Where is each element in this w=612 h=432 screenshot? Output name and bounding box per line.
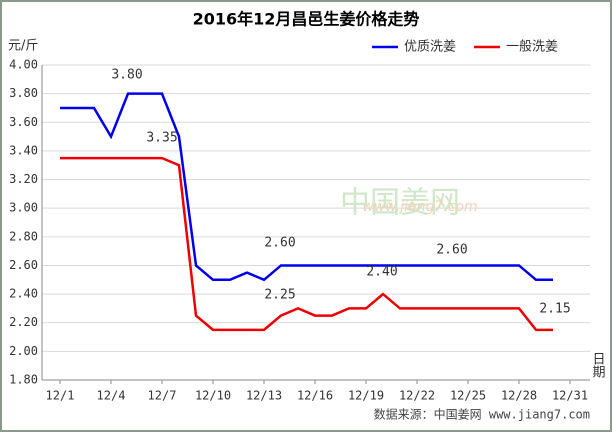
watermark-url: www.jiang7.com [362,199,477,215]
y-tick-label: 2.20 [9,315,38,329]
y-tick-label: 3.20 [9,172,38,186]
x-tick-label: 12/1 [46,389,75,403]
source: 数据来源：中国姜网 www.jiang7.com [374,407,590,422]
watermark: 中国姜网 [340,186,460,221]
annotation: 2.15 [539,302,570,317]
y-axis-label: 元/斤 [8,39,38,54]
legend-label: 一般洗姜 [506,39,558,55]
y-tick-label: 2.00 [9,344,38,358]
x-tick-label: 12/4 [97,389,126,403]
y-tick-label: 3.40 [9,143,38,157]
annotation: 2.25 [264,288,295,303]
x-axis-label: 日期 [590,352,606,379]
annotation: 2.60 [264,236,295,251]
x-tick-label: 12/25 [450,389,486,403]
x-tick-label: 12/28 [501,389,537,403]
chart-title: 2016年12月昌邑生姜价格走势 [193,10,420,29]
y-tick-label: 3.00 [9,201,38,215]
annotation: 2.60 [436,243,467,258]
x-tick-label: 12/13 [246,389,282,403]
y-tick-label: 2.80 [9,229,38,243]
series-line [60,156,553,332]
y-tick-label: 2.40 [9,287,38,301]
x-tick-label: 12/19 [348,389,384,403]
annotation: 3.35 [146,131,177,146]
x-tick-label: 12/7 [148,389,177,403]
annotation: 3.80 [111,68,142,83]
y-tick-label: 1.80 [9,373,38,387]
y-tick-label: 2.60 [9,258,38,272]
x-tick-label: 12/22 [399,389,435,403]
series-line [60,92,553,282]
x-tick-label: 12/31 [552,389,588,403]
y-tick-label: 3.80 [9,86,38,100]
annotation: 2.40 [366,265,397,280]
legend-label: 优质洗姜 [404,40,456,55]
y-tick-label: 4.00 [9,58,38,72]
y-tick-label: 3.60 [9,115,38,129]
x-tick-label: 12/10 [195,389,231,403]
x-tick-label: 12/16 [297,389,333,403]
